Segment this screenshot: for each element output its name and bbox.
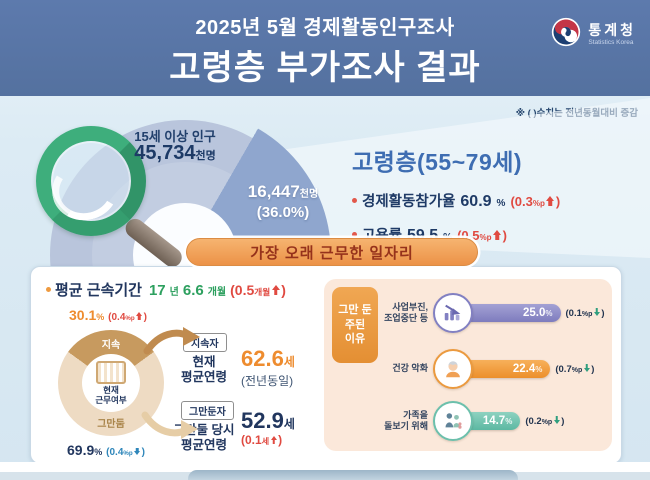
down-arrow-icon: [583, 364, 590, 372]
segment-quit-label: 그만둠: [97, 419, 125, 430]
down-arrow-icon: [134, 447, 141, 455]
population-total-label: 15세 이상 인구: [134, 129, 216, 144]
declining-chart-icon: [433, 293, 473, 333]
quit-reasons-panel: 그만 둔 주된 이유 사업부진, 조업중단 등: [324, 279, 612, 451]
avg-tenure-line: 평균 근속기간 17 년 6.6 개월 (0.5개월): [46, 279, 286, 300]
down-arrow-icon: [593, 308, 600, 316]
agency-logo: 통계청 Statistics Korea: [551, 17, 636, 52]
agency-name-en: Statistics Korea: [588, 38, 634, 46]
quitter-change: (0.1세): [241, 433, 283, 447]
magnifier-handle: [121, 215, 186, 271]
population-total-value: 45,734천명: [134, 142, 216, 164]
reason-label: 가족을 돌보기 위해: [384, 409, 428, 431]
calendar-icon: [96, 360, 126, 384]
survey-subtitle: 2025년 5월 경제활동인구조사: [195, 17, 455, 39]
up-arrow-icon: [271, 285, 280, 295]
reason-row-health: 건강 악화 22.4% (0.7%p): [336, 347, 594, 391]
quit-reasons-title: 그만 둔 주된 이유: [332, 287, 378, 363]
stat-economic-activity-rate: 경제활동참가율 60.9% (0.3%p): [352, 190, 560, 211]
change-badge: (0.3%p): [510, 194, 561, 209]
up-arrow-icon: [270, 436, 277, 444]
elderly-population-share: (36.0%): [256, 204, 310, 221]
work-status-donut-center: 현재 근무여부: [82, 354, 140, 412]
next-section-peek: [188, 470, 518, 480]
reason-bar: 25.0%: [463, 304, 561, 322]
reason-label: 사업부진, 조업중단 등: [384, 301, 428, 323]
elderly-summary: 고령층(55~79세) 경제활동참가율 60.9% (0.3%p) 고용률 59…: [352, 143, 560, 245]
up-arrow-icon: [493, 230, 502, 240]
reason-row-family-care: 가족을 돌보기 위해 14.7%: [336, 399, 564, 443]
change-badge: (0.2%p): [525, 415, 565, 427]
segment-continue-label: 지속: [101, 340, 121, 351]
reason-label: 건강 악화: [392, 363, 428, 374]
quit-percentage: 69.9% (0.4%p): [67, 442, 146, 458]
quitter-age-value: 52.9세: [241, 408, 295, 433]
up-arrow-icon: [136, 312, 143, 320]
bullet-dot: [46, 287, 51, 292]
agency-name: 통계청: [588, 22, 636, 39]
section-banner: 가장 오래 근무한 일자리: [186, 238, 478, 266]
elderly-title: 고령층(55~79세): [352, 149, 523, 175]
change-badge: (0.4%p): [108, 312, 148, 323]
reason-bar: 14.7%: [463, 412, 521, 430]
bullet-dot: [352, 198, 357, 203]
up-arrow-icon: [546, 196, 555, 206]
family-icon: [433, 401, 473, 441]
bullet-dot: [352, 232, 357, 237]
change-badge: (0.7%p): [555, 363, 595, 375]
change-badge: (0.1%p): [565, 307, 605, 319]
page-title: 고령층 부가조사 결과: [169, 49, 481, 87]
continuer-change: (전년동일): [241, 374, 294, 388]
down-arrow-icon: [553, 416, 560, 424]
continuer-label: 현재 평균연령: [180, 355, 227, 384]
curved-arrow-top-icon: [143, 327, 200, 355]
reason-bar: 22.4%: [463, 360, 551, 378]
change-badge: (0.5개월): [230, 282, 286, 298]
quitter-tag: 그만둔자: [181, 401, 234, 420]
elderly-person-icon: [433, 349, 473, 389]
header: 2025년 5월 경제활동인구조사 고령층 부가조사 결과 통계청 Statis…: [0, 0, 650, 96]
change-badge: (0.4%p): [106, 447, 146, 458]
magnifier-icon: [36, 126, 196, 276]
continuer-age-value: 62.6세: [241, 346, 295, 371]
taegeuk-icon: [551, 17, 581, 52]
reason-row-business-slump: 사업부진, 조업중단 등 25.0% (0.1%p): [336, 291, 605, 335]
continue-percentage: 30.1% (0.4%p): [69, 307, 148, 323]
summary-card: 평균 근속기간 17 년 6.6 개월 (0.5개월) 30.1% (0.4%p) …: [30, 266, 622, 464]
elderly-population-value: 16,447천명 (36.0%): [222, 182, 344, 221]
curved-arrow-bottom-icon: [141, 411, 198, 439]
